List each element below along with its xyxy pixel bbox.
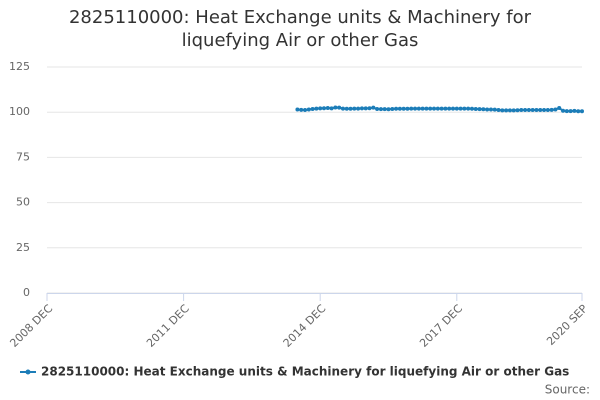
data-point [507, 108, 512, 113]
data-point [299, 107, 304, 112]
data-point [485, 107, 490, 112]
y-tick-label: 25 [16, 241, 30, 254]
data-point [397, 106, 402, 111]
data-point [344, 106, 349, 111]
data-point [390, 106, 395, 111]
data-point [542, 108, 547, 113]
data-point [340, 106, 345, 111]
data-point [580, 109, 584, 114]
data-point [314, 106, 319, 111]
data-point [561, 108, 566, 113]
data-point [523, 108, 528, 113]
data-point [515, 108, 520, 113]
data-point [401, 106, 406, 111]
data-point [469, 106, 474, 111]
data-point [318, 106, 323, 111]
data-point [549, 107, 554, 112]
data-point [568, 109, 573, 114]
data-point [564, 109, 569, 114]
data-point [488, 107, 493, 112]
data-point [481, 107, 486, 112]
data-point [545, 108, 550, 113]
data-point [367, 106, 372, 111]
legend-label: 2825110000: Heat Exchange units & Machin… [41, 365, 569, 379]
data-point [378, 107, 383, 112]
y-tick-label: 125 [9, 60, 30, 73]
data-point [386, 107, 391, 112]
data-point [462, 106, 467, 111]
data-point [321, 106, 326, 111]
y-tick-label: 75 [16, 150, 30, 163]
data-point [477, 107, 482, 112]
chart-title: 2825110000: Heat Exchange units & Machin… [68, 7, 531, 51]
data-point [466, 106, 471, 111]
data-point [420, 106, 425, 111]
data-point [363, 106, 368, 111]
data-point [443, 106, 448, 111]
data-point [530, 108, 535, 113]
y-tick-label: 50 [16, 196, 30, 209]
legend-marker [25, 369, 31, 375]
source: Source: [545, 383, 590, 397]
data-point [473, 106, 478, 111]
data-point [534, 108, 539, 113]
data-point [500, 108, 505, 113]
data-point [576, 109, 581, 114]
data-point [454, 106, 459, 111]
data-point [519, 108, 524, 113]
data-point [424, 106, 429, 111]
data-point [382, 107, 387, 112]
y-tick-label: 0 [23, 286, 30, 299]
data-point [413, 106, 418, 111]
data-point [439, 106, 444, 111]
data-point [306, 107, 311, 112]
data-point [553, 107, 558, 112]
data-point [329, 106, 334, 111]
data-point [348, 106, 353, 111]
data-point [295, 107, 300, 112]
data-point [394, 106, 399, 111]
data-point [496, 108, 501, 113]
x-tick-label: 2014 DEC [281, 302, 329, 350]
data-point [352, 106, 357, 111]
data-point [526, 108, 531, 113]
data-point [428, 106, 433, 111]
y-tick-label: 100 [9, 105, 30, 118]
data-point [416, 106, 421, 111]
data-point [371, 105, 376, 110]
data-point [511, 108, 516, 113]
data-point [303, 108, 308, 113]
data-point [405, 106, 410, 111]
data-point [538, 108, 543, 113]
data-point [435, 106, 440, 111]
data-point [458, 106, 463, 111]
x-tick-label: 2011 DEC [144, 302, 192, 350]
data-point [557, 106, 562, 111]
data-point [325, 106, 330, 111]
data-point [337, 105, 342, 110]
x-tick-label: 2017 DEC [417, 302, 465, 350]
data-point [450, 106, 455, 111]
x-tick-label: 2008 DEC [7, 302, 55, 350]
data-point [375, 106, 380, 111]
data-point [504, 108, 509, 113]
data-point [572, 108, 577, 113]
data-point [359, 106, 364, 111]
x-tick-label: 2020 SEP [544, 302, 590, 348]
data-point [409, 106, 414, 111]
data-point [356, 106, 361, 111]
data-point [432, 106, 437, 111]
data-point [333, 105, 338, 110]
data-point [492, 107, 497, 112]
data-point [447, 106, 452, 111]
data-point [310, 106, 315, 111]
